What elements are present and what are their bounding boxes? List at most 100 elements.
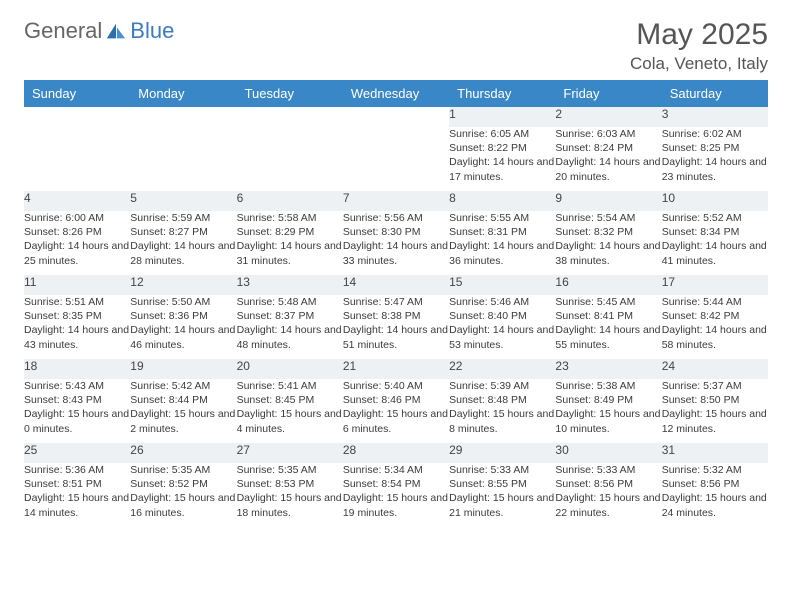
- page-title: May 2025: [630, 18, 768, 52]
- location-subtitle: Cola, Veneto, Italy: [630, 54, 768, 74]
- day-number-cell: [237, 107, 343, 127]
- day-number-row: 123: [24, 107, 768, 127]
- sunset-line: Sunset: 8:29 PM: [237, 225, 343, 239]
- sunset-line: Sunset: 8:32 PM: [555, 225, 661, 239]
- sunrise-line: Sunrise: 6:03 AM: [555, 127, 661, 141]
- day-number-cell: 12: [130, 275, 236, 295]
- day-number-cell: 11: [24, 275, 130, 295]
- daylight-line: Daylight: 14 hours and 43 minutes.: [24, 323, 130, 351]
- day-detail-cell: Sunrise: 5:40 AMSunset: 8:46 PMDaylight:…: [343, 379, 449, 443]
- day-number-cell: [24, 107, 130, 127]
- day-number-cell: 6: [237, 191, 343, 211]
- day-number-cell: 25: [24, 443, 130, 463]
- sunset-line: Sunset: 8:27 PM: [130, 225, 236, 239]
- sunset-line: Sunset: 8:22 PM: [449, 141, 555, 155]
- sunset-line: Sunset: 8:55 PM: [449, 477, 555, 491]
- sunrise-line: Sunrise: 5:45 AM: [555, 295, 661, 309]
- day-number-cell: 1: [449, 107, 555, 127]
- day-detail-row: Sunrise: 6:00 AMSunset: 8:26 PMDaylight:…: [24, 211, 768, 275]
- sunrise-line: Sunrise: 5:55 AM: [449, 211, 555, 225]
- day-detail-cell: Sunrise: 5:52 AMSunset: 8:34 PMDaylight:…: [662, 211, 768, 275]
- sunset-line: Sunset: 8:52 PM: [130, 477, 236, 491]
- weekday-header: Friday: [555, 80, 661, 107]
- day-detail-cell: Sunrise: 5:35 AMSunset: 8:53 PMDaylight:…: [237, 463, 343, 527]
- sunrise-line: Sunrise: 5:59 AM: [130, 211, 236, 225]
- day-detail-cell: Sunrise: 5:51 AMSunset: 8:35 PMDaylight:…: [24, 295, 130, 359]
- day-detail-cell: Sunrise: 5:54 AMSunset: 8:32 PMDaylight:…: [555, 211, 661, 275]
- day-number-cell: 17: [662, 275, 768, 295]
- sunset-line: Sunset: 8:26 PM: [24, 225, 130, 239]
- sunrise-line: Sunrise: 6:02 AM: [662, 127, 768, 141]
- day-detail-cell: Sunrise: 5:48 AMSunset: 8:37 PMDaylight:…: [237, 295, 343, 359]
- weekday-header: Thursday: [449, 80, 555, 107]
- day-number-row: 25262728293031: [24, 443, 768, 463]
- day-detail-cell: Sunrise: 5:41 AMSunset: 8:45 PMDaylight:…: [237, 379, 343, 443]
- sunrise-line: Sunrise: 5:33 AM: [555, 463, 661, 477]
- day-number-cell: 5: [130, 191, 236, 211]
- sunset-line: Sunset: 8:37 PM: [237, 309, 343, 323]
- day-detail-cell: Sunrise: 6:02 AMSunset: 8:25 PMDaylight:…: [662, 127, 768, 191]
- day-number-cell: 15: [449, 275, 555, 295]
- daylight-line: Daylight: 15 hours and 4 minutes.: [237, 407, 343, 435]
- day-number-cell: 20: [237, 359, 343, 379]
- daylight-line: Daylight: 15 hours and 24 minutes.: [662, 491, 768, 519]
- day-detail-cell: Sunrise: 5:34 AMSunset: 8:54 PMDaylight:…: [343, 463, 449, 527]
- header: General Blue May 2025 Cola, Veneto, Ital…: [24, 18, 768, 74]
- day-number-row: 45678910: [24, 191, 768, 211]
- daylight-line: Daylight: 14 hours and 23 minutes.: [662, 155, 768, 183]
- weekday-header: Monday: [130, 80, 236, 107]
- day-detail-cell: [343, 127, 449, 191]
- sunrise-line: Sunrise: 5:43 AM: [24, 379, 130, 393]
- day-number-cell: 27: [237, 443, 343, 463]
- sunset-line: Sunset: 8:54 PM: [343, 477, 449, 491]
- daylight-line: Daylight: 15 hours and 18 minutes.: [237, 491, 343, 519]
- day-detail-cell: Sunrise: 5:42 AMSunset: 8:44 PMDaylight:…: [130, 379, 236, 443]
- daylight-line: Daylight: 15 hours and 0 minutes.: [24, 407, 130, 435]
- day-detail-cell: Sunrise: 5:56 AMSunset: 8:30 PMDaylight:…: [343, 211, 449, 275]
- sunrise-line: Sunrise: 5:54 AM: [555, 211, 661, 225]
- daylight-line: Daylight: 14 hours and 48 minutes.: [237, 323, 343, 351]
- day-number-cell: 2: [555, 107, 661, 127]
- sunset-line: Sunset: 8:44 PM: [130, 393, 236, 407]
- day-number-cell: [130, 107, 236, 127]
- daylight-line: Daylight: 15 hours and 6 minutes.: [343, 407, 449, 435]
- day-number-cell: 9: [555, 191, 661, 211]
- day-number-cell: 13: [237, 275, 343, 295]
- day-detail-cell: [24, 127, 130, 191]
- title-block: May 2025 Cola, Veneto, Italy: [630, 18, 768, 74]
- logo-text-blue: Blue: [130, 18, 174, 44]
- day-number-cell: 3: [662, 107, 768, 127]
- day-detail-cell: Sunrise: 6:03 AMSunset: 8:24 PMDaylight:…: [555, 127, 661, 191]
- weekday-header: Wednesday: [343, 80, 449, 107]
- sunrise-line: Sunrise: 5:48 AM: [237, 295, 343, 309]
- day-number-cell: 23: [555, 359, 661, 379]
- daylight-line: Daylight: 14 hours and 33 minutes.: [343, 239, 449, 267]
- day-number-cell: 31: [662, 443, 768, 463]
- sunset-line: Sunset: 8:40 PM: [449, 309, 555, 323]
- day-detail-cell: Sunrise: 6:00 AMSunset: 8:26 PMDaylight:…: [24, 211, 130, 275]
- sunset-line: Sunset: 8:34 PM: [662, 225, 768, 239]
- sunrise-line: Sunrise: 5:42 AM: [130, 379, 236, 393]
- sunset-line: Sunset: 8:45 PM: [237, 393, 343, 407]
- day-number-cell: 18: [24, 359, 130, 379]
- daylight-line: Daylight: 15 hours and 10 minutes.: [555, 407, 661, 435]
- sunset-line: Sunset: 8:24 PM: [555, 141, 661, 155]
- daylight-line: Daylight: 14 hours and 53 minutes.: [449, 323, 555, 351]
- logo-sail-icon: [105, 21, 127, 41]
- day-number-cell: 22: [449, 359, 555, 379]
- day-number-cell: 21: [343, 359, 449, 379]
- daylight-line: Daylight: 15 hours and 2 minutes.: [130, 407, 236, 435]
- sunset-line: Sunset: 8:41 PM: [555, 309, 661, 323]
- daylight-line: Daylight: 15 hours and 16 minutes.: [130, 491, 236, 519]
- day-detail-cell: Sunrise: 5:37 AMSunset: 8:50 PMDaylight:…: [662, 379, 768, 443]
- sunset-line: Sunset: 8:36 PM: [130, 309, 236, 323]
- sunset-line: Sunset: 8:42 PM: [662, 309, 768, 323]
- day-detail-cell: Sunrise: 5:38 AMSunset: 8:49 PMDaylight:…: [555, 379, 661, 443]
- day-number-cell: [343, 107, 449, 127]
- daylight-line: Daylight: 14 hours and 38 minutes.: [555, 239, 661, 267]
- daylight-line: Daylight: 14 hours and 25 minutes.: [24, 239, 130, 267]
- daylight-line: Daylight: 14 hours and 58 minutes.: [662, 323, 768, 351]
- day-detail-cell: [130, 127, 236, 191]
- daylight-line: Daylight: 14 hours and 51 minutes.: [343, 323, 449, 351]
- day-number-cell: 7: [343, 191, 449, 211]
